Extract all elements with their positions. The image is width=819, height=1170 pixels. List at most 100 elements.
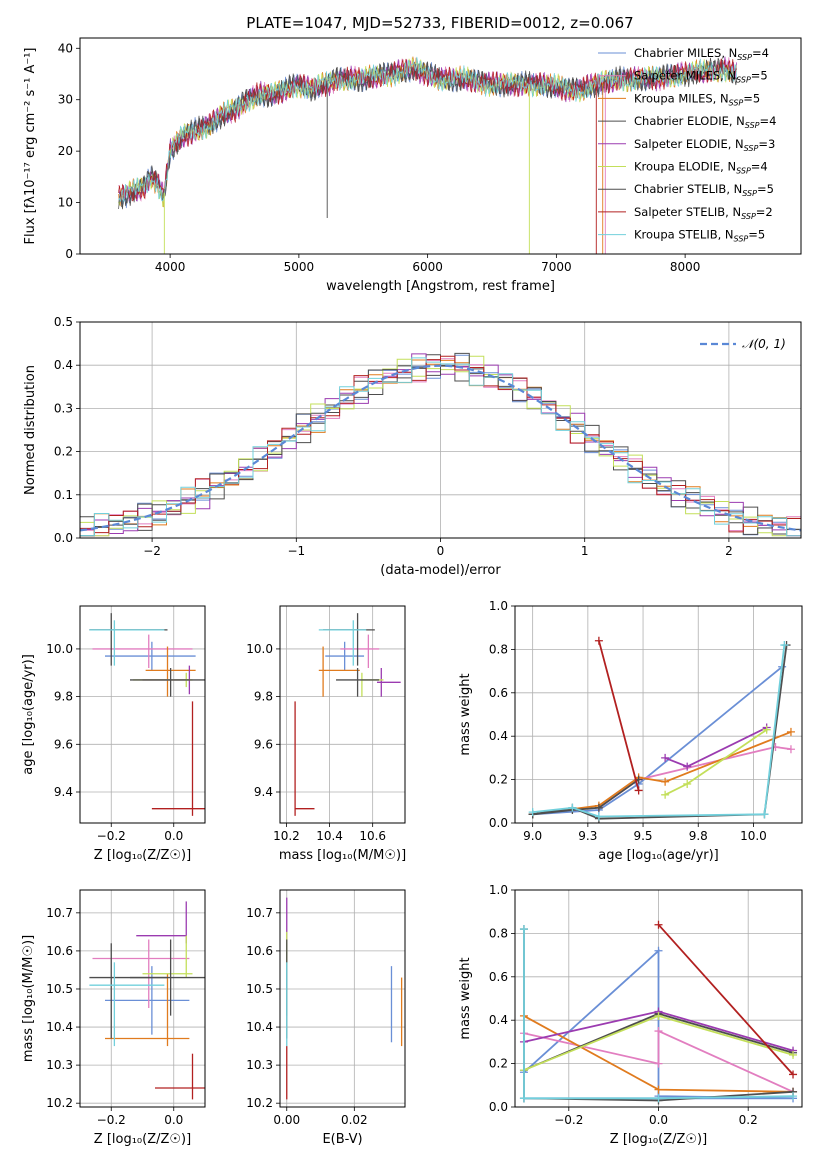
y-tick-label: 9.8 xyxy=(54,690,73,704)
x-tick-label: −1 xyxy=(287,544,305,558)
weight-line-salpeter_miles xyxy=(598,746,792,809)
plot-area xyxy=(294,613,401,816)
x-tick-label: 10.6 xyxy=(359,829,386,843)
y-tick-label: 10.6 xyxy=(246,944,273,958)
x-tick-label: −0.2 xyxy=(97,1113,126,1127)
legend-entry-sub: SSP xyxy=(729,98,744,107)
weight-marker-kroupa_stelib xyxy=(789,1092,798,1101)
legend-entry: Salpeter STELIB, NSSP=2 xyxy=(634,205,773,221)
weight-marker-kroupa_stelib xyxy=(654,1094,663,1103)
weight-marker-kroupa_elodie xyxy=(789,1050,798,1059)
weight-marker-salpeter_miles xyxy=(654,1027,663,1036)
x-tick-label: 1 xyxy=(581,544,589,558)
panel-residuals: −2 −1 0 1 2 0.0 0.1 0.2 0.3 0.4 0.5 (data-model)/er… xyxy=(23,315,802,578)
x-axis-label: Z [log₁₀(Z/Z☉)] xyxy=(94,1132,191,1147)
plot-area xyxy=(89,613,205,816)
y-tick-label: 0.3 xyxy=(54,401,73,415)
weight-line-salpeter_stelib xyxy=(598,640,640,791)
y-tick-label: 30 xyxy=(58,93,73,107)
y-tick-label: 10.3 xyxy=(46,1058,73,1072)
y-tick-label: 0.2 xyxy=(54,445,73,459)
plot-area xyxy=(528,636,795,823)
legend-entry-main: Kroupa MILES, N xyxy=(634,91,729,105)
y-axis-label: mass weight xyxy=(458,673,473,755)
y-tick-label: 0.4 xyxy=(489,1013,508,1027)
histogram-salpeter_stelib xyxy=(80,355,801,534)
y-tick-label: 0.5 xyxy=(54,315,73,329)
weight-line-kroupa_stelib xyxy=(523,929,794,1100)
y-axis-label: Normed distribution xyxy=(23,365,38,495)
x-axis-label: mass [log₁₀(M/M☉)] xyxy=(279,848,406,863)
axes-frame xyxy=(279,889,406,1108)
y-tick-label: 10.5 xyxy=(246,982,273,996)
weight-marker-kroupa_elodie xyxy=(762,725,771,734)
y-tick-label: 0.6 xyxy=(489,686,508,700)
weight-marker-salpeter_miles xyxy=(786,745,795,754)
legend-entry: 𝒩(0, 1) xyxy=(742,337,786,351)
panel-age_vs_mass: 10.2 10.4 10.6 9.4 9.6 9.8 10.0 mass [log₁₀(M/M… xyxy=(246,605,406,863)
y-tick-label: 40 xyxy=(58,41,73,55)
weight-line-chabrier_miles xyxy=(523,948,794,1100)
legend-entry-end: =4 xyxy=(751,160,768,174)
legend-entry: Kroupa MILES, NSSP=5 xyxy=(634,91,760,107)
panel-mass_vs_Z: −0.2 0.0 10.2 10.3 10.4 10.5 10.6 10.7 Z [log₁₀(… xyxy=(21,889,206,1147)
x-tick-label: 5000 xyxy=(284,260,315,274)
weight-marker-salpeter_elodie xyxy=(661,753,670,762)
legend-entry-sub: SSP xyxy=(736,76,751,85)
x-tick-label: 10.2 xyxy=(273,829,300,843)
x-axis-label: age [log₁₀(age/yr)] xyxy=(598,848,719,863)
legend-entry-main: Chabrier STELIB, N xyxy=(634,182,742,196)
y-tick-label: 0.8 xyxy=(489,926,508,940)
x-tick-label: 0.2 xyxy=(739,1113,758,1127)
y-tick-label: 0.4 xyxy=(489,729,508,743)
weight-marker-chabrier_miles xyxy=(654,946,663,955)
plot-area xyxy=(89,901,205,1100)
x-tick-label: 9.3 xyxy=(578,829,597,843)
y-tick-label: 0.0 xyxy=(54,531,73,545)
x-tick-label: −2 xyxy=(143,544,161,558)
weight-marker-kroupa_elodie xyxy=(654,1011,663,1020)
weight-marker-kroupa_miles xyxy=(661,777,670,786)
normal-curve xyxy=(80,364,801,532)
plot-area xyxy=(286,897,403,1100)
residual-legend: 𝒩(0, 1) xyxy=(700,337,786,351)
figure-title: PLATE=1047, MJD=52733, FIBERID=0012, z=0… xyxy=(246,14,633,32)
legend-entry-end: =4 xyxy=(752,46,769,60)
y-tick-label: 0.1 xyxy=(54,488,73,502)
legend-entry-end: =3 xyxy=(758,137,775,151)
weight-line-salpeter_miles xyxy=(523,1029,794,1093)
weight-line-salpeter_stelib xyxy=(657,924,794,1076)
axes-frame xyxy=(279,605,406,824)
x-tick-label: 10.4 xyxy=(316,829,343,843)
weight-marker-salpeter_miles xyxy=(654,1059,663,1068)
y-tick-label: 1.0 xyxy=(489,883,508,897)
weight-marker-kroupa_stelib xyxy=(760,810,769,819)
y-tick-label: 9.8 xyxy=(254,690,273,704)
y-tick-label: 10.3 xyxy=(246,1058,273,1072)
y-axis-label: Flux [fλ10⁻¹⁷ erg cm⁻² s⁻¹ A⁻¹] xyxy=(23,48,38,245)
weight-marker-salpeter_stelib xyxy=(654,920,663,929)
legend-entry-main: Kroupa ELODIE, N xyxy=(634,160,736,174)
panel-spectrum: 4000 5000 6000 7000 8000 0 10 20 30 40 wavelength … xyxy=(23,37,802,294)
y-tick-label: 9.4 xyxy=(254,785,273,799)
legend-entry-sub: SSP xyxy=(741,212,756,221)
x-tick-label: 0.00 xyxy=(273,1113,300,1127)
y-tick-label: 10.5 xyxy=(46,982,73,996)
legend-entry-sub: SSP xyxy=(742,189,757,198)
y-tick-label: 0.2 xyxy=(489,773,508,787)
plots-layer: 4000 5000 6000 7000 8000010203040wavelength … xyxy=(21,37,803,1147)
x-axis-label: Z [log₁₀(Z/Z☉)] xyxy=(94,848,191,863)
legend-entry-end: =2 xyxy=(756,205,773,219)
y-tick-label: 0.2 xyxy=(489,1057,508,1071)
x-axis-label: wavelength [Angstrom, rest frame] xyxy=(326,279,555,294)
weight-marker-salpeter_stelib xyxy=(634,786,643,795)
weight-marker-kroupa_stelib xyxy=(519,925,528,934)
legend-entry: Chabrier MILES, NSSP=4 xyxy=(634,46,769,62)
y-tick-label: 10.0 xyxy=(246,642,273,656)
y-tick-label: 1.0 xyxy=(489,599,508,613)
x-tick-label: 6000 xyxy=(412,260,443,274)
legend-entry: Kroupa ELODIE, NSSP=4 xyxy=(634,160,768,176)
axes-frame xyxy=(79,889,206,1108)
panel-weight_vs_Z: −0.2 0.0 0.2 0.0 0.2 0.4 0.6 0.8 1.0 Z [log₁₀(Z/Z… xyxy=(458,883,803,1147)
weight-marker-kroupa_elodie xyxy=(661,790,670,799)
